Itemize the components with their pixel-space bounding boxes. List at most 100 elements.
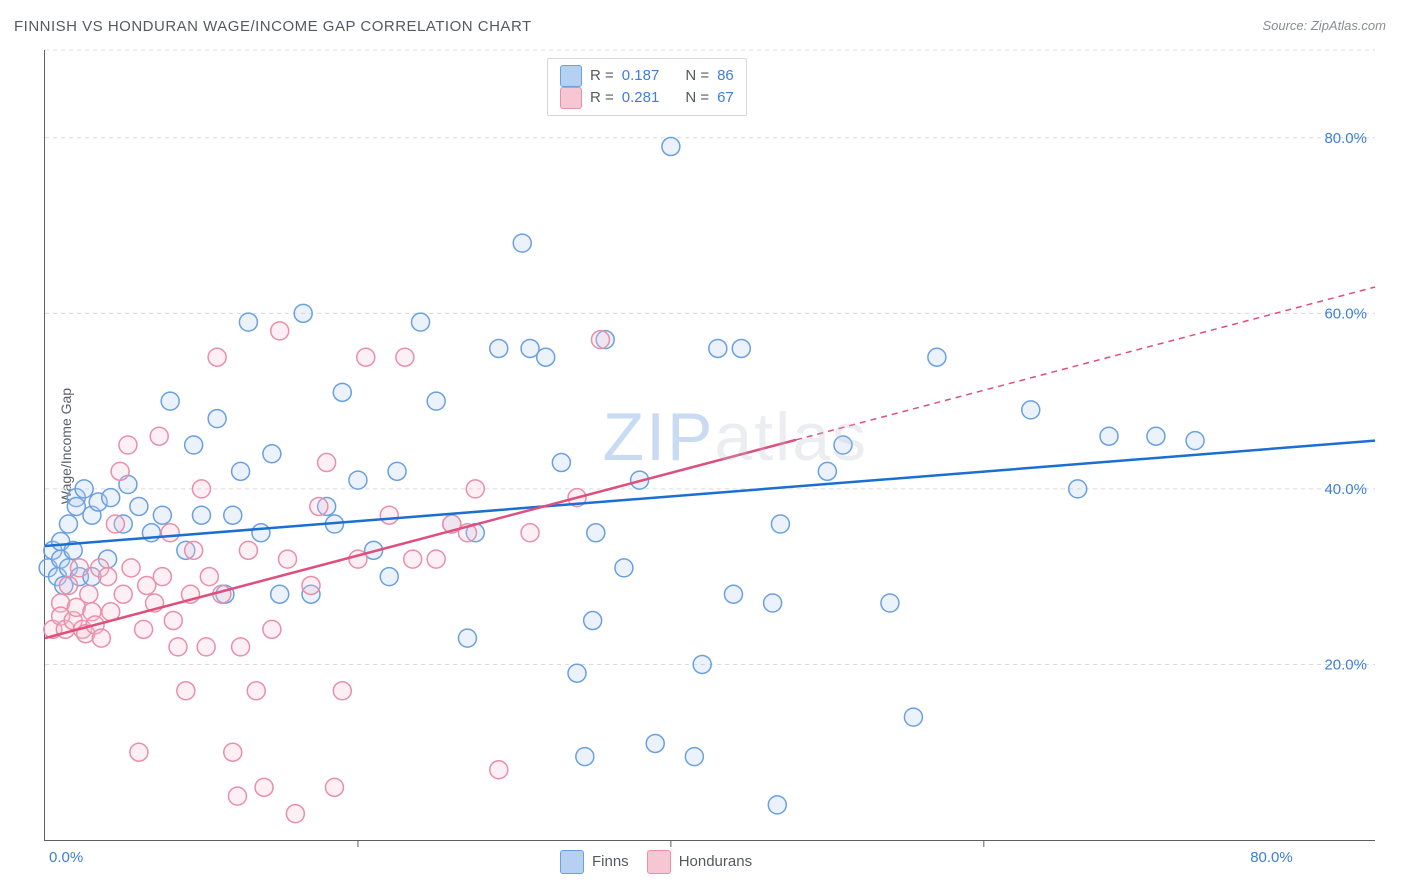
- stats-row-finns: R = 0.187 N = 86: [560, 65, 734, 87]
- y-tick-label: 80.0%: [1324, 130, 1367, 147]
- data-point: [294, 304, 312, 322]
- data-point: [279, 550, 297, 568]
- data-point: [724, 585, 742, 603]
- data-point: [271, 322, 289, 340]
- data-point: [490, 761, 508, 779]
- data-point: [1022, 401, 1040, 419]
- n-value: 67: [717, 87, 734, 109]
- data-point: [380, 506, 398, 524]
- data-point: [252, 524, 270, 542]
- data-point: [161, 524, 179, 542]
- data-point: [709, 339, 727, 357]
- y-tick-label: 60.0%: [1324, 305, 1367, 322]
- data-point: [388, 462, 406, 480]
- scatter-plot: 20.0%40.0%60.0%80.0%0.0%80.0%: [44, 50, 1375, 841]
- data-point: [177, 682, 195, 700]
- data-point: [521, 524, 539, 542]
- data-point: [239, 313, 257, 331]
- data-point: [1147, 427, 1165, 445]
- data-point: [150, 427, 168, 445]
- data-point: [818, 462, 836, 480]
- r-value: 0.187: [622, 65, 660, 87]
- data-point: [185, 541, 203, 559]
- n-label: N =: [685, 65, 709, 87]
- swatch-finns: [560, 850, 584, 874]
- data-point: [904, 708, 922, 726]
- data-point: [153, 506, 171, 524]
- data-point: [99, 568, 117, 586]
- data-point: [333, 383, 351, 401]
- data-point: [92, 629, 110, 647]
- data-point: [224, 506, 242, 524]
- data-point: [271, 585, 289, 603]
- data-point: [310, 497, 328, 515]
- data-point: [615, 559, 633, 577]
- y-tick-label: 40.0%: [1324, 481, 1367, 498]
- data-point: [80, 585, 98, 603]
- data-point: [325, 778, 343, 796]
- data-point: [380, 568, 398, 586]
- data-point: [646, 734, 664, 752]
- legend-label: Hondurans: [679, 851, 752, 873]
- data-point: [764, 594, 782, 612]
- data-point: [427, 392, 445, 410]
- data-point: [286, 805, 304, 823]
- data-point: [768, 796, 786, 814]
- data-point: [591, 331, 609, 349]
- data-point: [153, 568, 171, 586]
- data-point: [192, 506, 210, 524]
- data-point: [130, 497, 148, 515]
- data-point: [169, 638, 187, 656]
- data-point: [1069, 480, 1087, 498]
- data-point: [333, 682, 351, 700]
- n-value: 86: [717, 65, 734, 87]
- source-label: Source: ZipAtlas.com: [1262, 18, 1386, 33]
- source-prefix: Source:: [1262, 18, 1310, 33]
- data-point: [587, 524, 605, 542]
- series-hondurans: [44, 322, 610, 823]
- data-point: [584, 612, 602, 630]
- data-point: [568, 664, 586, 682]
- data-point: [59, 576, 77, 594]
- y-tick-label: 20.0%: [1324, 656, 1367, 673]
- data-point: [928, 348, 946, 366]
- data-point: [228, 787, 246, 805]
- data-point: [427, 550, 445, 568]
- swatch-hondurans: [560, 87, 582, 109]
- data-point: [122, 559, 140, 577]
- x-tick-label: 80.0%: [1250, 849, 1293, 866]
- data-point: [59, 515, 77, 533]
- data-point: [404, 550, 422, 568]
- data-point: [552, 454, 570, 472]
- data-point: [576, 748, 594, 766]
- trend-line-hondurans-extrapolated: [796, 287, 1375, 440]
- correlation-stats-box: R = 0.187 N = 86R = 0.281N = 67: [547, 58, 747, 116]
- data-point: [834, 436, 852, 454]
- data-point: [1100, 427, 1118, 445]
- data-point: [185, 436, 203, 454]
- data-point: [412, 313, 430, 331]
- chart-title: FINNISH VS HONDURAN WAGE/INCOME GAP CORR…: [14, 18, 532, 35]
- series-finns: [39, 138, 1204, 814]
- data-point: [135, 620, 153, 638]
- data-point: [224, 743, 242, 761]
- data-point: [192, 480, 210, 498]
- r-label: R =: [590, 65, 614, 87]
- data-point: [263, 445, 281, 463]
- data-point: [458, 629, 476, 647]
- data-point: [302, 576, 320, 594]
- data-point: [232, 462, 250, 480]
- data-point: [200, 568, 218, 586]
- data-point: [114, 585, 132, 603]
- data-point: [693, 655, 711, 673]
- data-point: [70, 559, 88, 577]
- swatch-finns: [560, 65, 582, 87]
- data-point: [208, 410, 226, 428]
- stats-row-hondurans: R = 0.281N = 67: [560, 87, 734, 109]
- data-point: [161, 392, 179, 410]
- x-tick-label: 0.0%: [49, 849, 83, 866]
- legend-item-finns: Finns: [560, 850, 629, 874]
- r-value: 0.281: [622, 87, 660, 109]
- data-point: [357, 348, 375, 366]
- data-point: [662, 138, 680, 156]
